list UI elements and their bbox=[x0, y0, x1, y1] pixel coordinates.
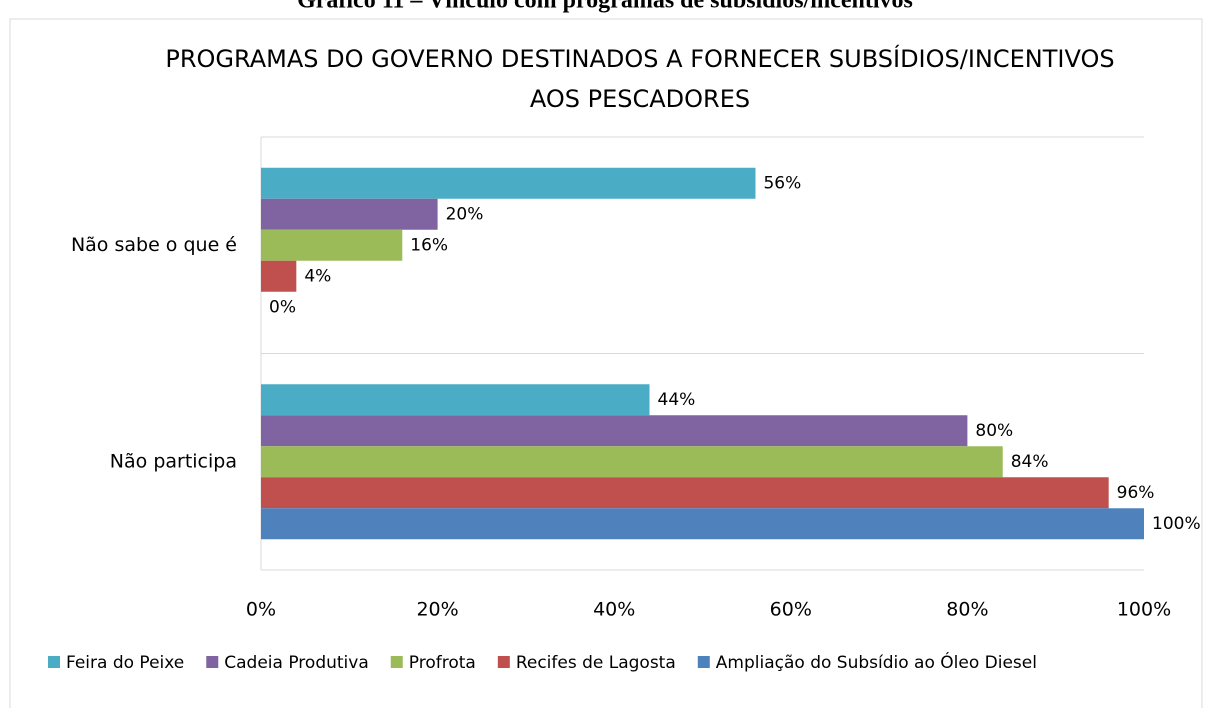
legend-label: Profrota bbox=[409, 653, 476, 673]
data-label: 56% bbox=[763, 173, 801, 193]
category-label: Não sabe o que é bbox=[71, 234, 237, 256]
x-tick-label: 100% bbox=[1117, 599, 1171, 621]
data-label: 96% bbox=[1117, 483, 1155, 503]
bar bbox=[261, 167, 756, 199]
legend-swatch bbox=[390, 656, 403, 668]
data-label: 100% bbox=[1152, 514, 1201, 534]
x-tick-label: 60% bbox=[770, 599, 812, 621]
legend-swatch bbox=[497, 656, 510, 668]
x-tick-label: 80% bbox=[946, 599, 988, 621]
data-label: 4% bbox=[304, 266, 331, 286]
legend-label: Ampliação do Subsídio ao Óleo Diesel bbox=[716, 651, 1037, 673]
bar bbox=[261, 260, 297, 292]
data-label: 20% bbox=[446, 204, 484, 224]
x-tick-label: 0% bbox=[246, 599, 276, 621]
legend-label: Recifes de Lagosta bbox=[516, 653, 676, 673]
bar bbox=[261, 477, 1109, 509]
x-tick-label: 20% bbox=[416, 599, 458, 621]
legend-label: Cadeia Produtiva bbox=[224, 653, 368, 673]
category-label: Não participa bbox=[110, 450, 237, 472]
legend-swatch bbox=[48, 656, 60, 668]
bar bbox=[261, 229, 403, 261]
bar bbox=[261, 446, 1003, 478]
legend-swatch bbox=[206, 656, 219, 668]
data-label: 0% bbox=[269, 297, 296, 317]
bar bbox=[261, 508, 1144, 540]
chart-title: PROGRAMAS DO GOVERNO DESTINADOS A FORNEC… bbox=[165, 44, 1114, 73]
bar bbox=[261, 415, 968, 447]
data-label: 84% bbox=[1011, 452, 1049, 472]
data-label: 16% bbox=[410, 235, 448, 255]
data-label: 44% bbox=[658, 390, 696, 410]
data-label: 80% bbox=[975, 421, 1013, 441]
x-tick-label: 40% bbox=[593, 599, 635, 621]
legend-label: Feira do Peixe bbox=[66, 653, 184, 673]
chart-border bbox=[9, 18, 1203, 708]
legend-swatch bbox=[697, 656, 710, 668]
bar bbox=[261, 384, 650, 416]
caption: Gráfico 11 – Vínculo com programas de su… bbox=[297, 0, 913, 14]
chart-title: AOS PESCADORES bbox=[530, 85, 750, 113]
bar bbox=[261, 198, 438, 230]
